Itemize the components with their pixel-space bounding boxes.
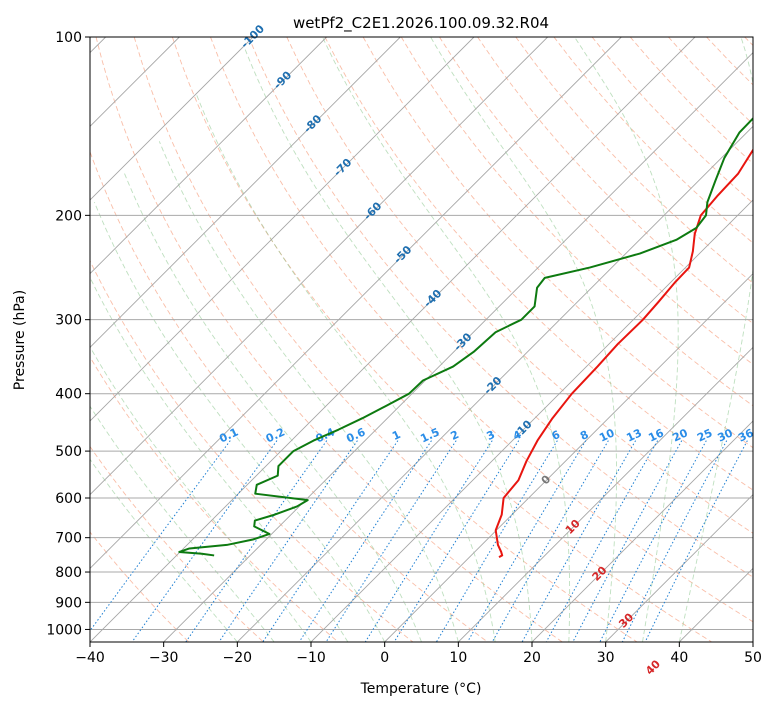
mixing-ratio-line [90, 440, 231, 632]
mixing-ratio-line [621, 440, 728, 642]
dry-adiabat [90, 259, 414, 642]
dry-adiabat [90, 356, 339, 642]
x-tick-label: 20 [523, 650, 541, 666]
isotherm-line [90, 37, 475, 422]
dry-adiabat [210, 37, 753, 623]
isotherm-line [90, 37, 696, 642]
dry-adiabat [171, 37, 712, 642]
y-tick-label: 500 [55, 444, 82, 460]
isotherm-line [90, 37, 327, 275]
moist-adiabat [93, 201, 386, 642]
mixing-ratio-label: 36 [736, 426, 756, 444]
mixing-ratio-line [131, 440, 278, 642]
isotherm-line [605, 494, 753, 642]
dry-adiabat [133, 37, 638, 642]
mixing-ratio-label: 25 [695, 426, 714, 444]
mixing-ratio-label: 20 [671, 426, 691, 444]
mixing-ratio-line [644, 440, 748, 642]
isotherm-line [384, 273, 753, 642]
x-tick-label: −30 [149, 650, 179, 666]
x-tick-label: −40 [75, 650, 105, 666]
x-tick-label: 30 [597, 650, 615, 666]
dry-adiabat [362, 37, 753, 449]
moist-adiabat [90, 458, 238, 642]
mixing-ratio-line [218, 440, 358, 642]
dry-adiabat [439, 37, 753, 365]
chart-title: wetPf2_C2E1.2026.100.09.32.R04 [293, 14, 549, 33]
x-tick-label: −20 [223, 650, 253, 666]
y-tick-label: 200 [55, 208, 82, 224]
y-tick-label: 100 [55, 30, 82, 46]
moist-adiabat [90, 276, 349, 642]
moist-adiabat [124, 173, 422, 642]
dry-adiabat [400, 37, 753, 407]
mixing-ratio-line [545, 440, 659, 642]
moist-adiabat [430, 37, 617, 642]
x-tick-label: 0 [380, 650, 389, 666]
y-tick-label: 600 [55, 491, 82, 507]
y-tick-label: 800 [55, 565, 82, 581]
mixing-ratio-line [298, 440, 432, 642]
dry-adiabat [477, 37, 753, 325]
dry-adiabat [286, 37, 753, 534]
moist-adiabat [90, 345, 312, 642]
isotherm-line [90, 37, 254, 201]
isotherm-line [237, 125, 753, 642]
y-axis-label: Pressure (hPa) [12, 290, 28, 390]
dry-adiabat [90, 150, 488, 642]
dry-adiabat [90, 531, 190, 642]
isotherm-line [310, 199, 753, 642]
isotherm-line [531, 420, 753, 642]
x-tick-label: −10 [296, 650, 326, 666]
mixing-ratio-line [572, 440, 683, 642]
mixing-ratio-line [599, 440, 707, 642]
mixing-ratio-labels: 0.1 0.2 0.4 0.6 1 1.5 2 3 4 6 8 10 13 16 20 25 30 36 [217, 425, 756, 445]
profile-traces [178, 116, 753, 559]
isotherm-line [90, 37, 401, 348]
y-tick-label: 900 [55, 595, 82, 611]
mixing-ratio-line [185, 440, 328, 642]
dry-adiabat [324, 37, 753, 491]
dry-adiabat [95, 37, 563, 642]
background-lines [90, 37, 753, 642]
mixing-ratio-label: 30 [716, 426, 736, 444]
isotherm-line [458, 346, 753, 642]
mixing-ratio-line [491, 440, 609, 642]
plot-frame [89, 36, 754, 643]
x-axis-label: Temperature (°C) [360, 681, 482, 697]
y-tick-label: 400 [55, 387, 82, 403]
temperature-trace [494, 148, 753, 559]
dry-adiabat [515, 37, 753, 284]
mixing-ratio-line [521, 440, 637, 642]
dewpoint-trace [178, 116, 753, 557]
x-tick-label: 50 [744, 650, 762, 666]
mixing-ratio-label: 13 [624, 426, 643, 444]
x-tick-label: 40 [670, 650, 688, 666]
mixing-ratio-line [393, 440, 520, 642]
mixing-ratio-line [325, 440, 457, 642]
moist-adiabat [322, 37, 571, 642]
y-axis-ticks: 100 200 300 400 500 600 700 800 900 1000 [46, 30, 90, 638]
moist-adiabat [196, 94, 496, 642]
mixing-ratio-label: 10 [597, 426, 617, 444]
dry-adiabat [90, 445, 264, 642]
mixing-ratio-label: 16 [646, 426, 666, 444]
y-tick-label: 1000 [46, 622, 82, 638]
isotherm-line [90, 37, 548, 496]
mixing-ratio-line [262, 440, 399, 642]
dry-adiabat [248, 37, 753, 578]
moist-adiabat [678, 37, 753, 642]
y-tick-label: 700 [55, 531, 82, 547]
isotherm-line [90, 37, 622, 569]
isotherm-line [163, 52, 753, 642]
x-axis-ticks: −40 −30 −20 −10 0 10 20 30 40 50 [75, 642, 762, 666]
y-tick-label: 300 [55, 313, 82, 329]
moist-adiabat [244, 49, 533, 642]
x-tick-label: 10 [449, 650, 467, 666]
